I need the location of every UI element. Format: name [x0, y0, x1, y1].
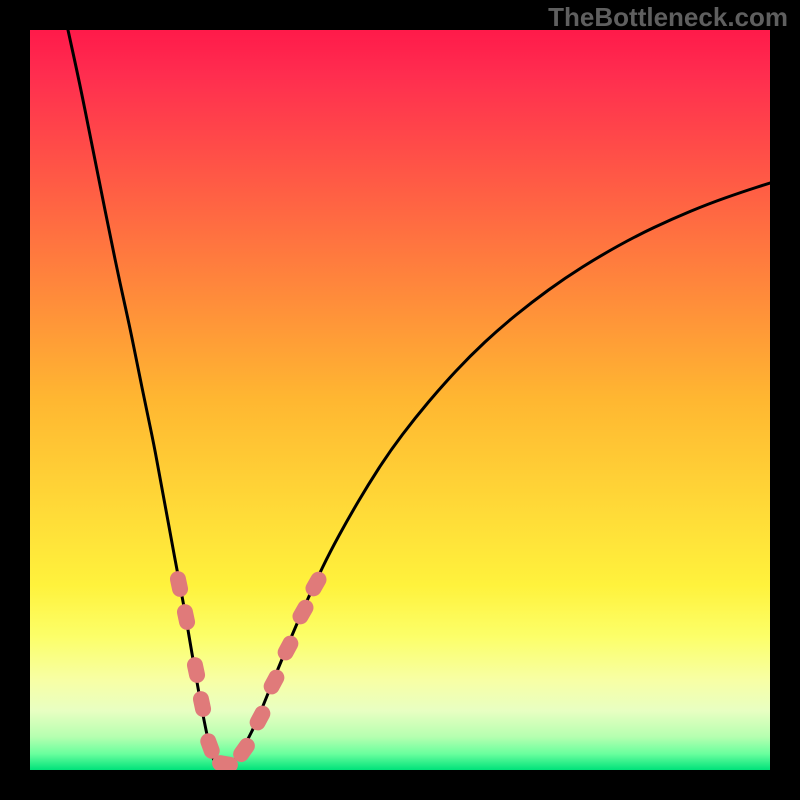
watermark-text: TheBottleneck.com	[548, 2, 788, 33]
plot-svg	[30, 30, 770, 770]
chart-container: TheBottleneck.com	[0, 0, 800, 800]
gradient-background	[30, 30, 770, 770]
plot-area	[30, 30, 770, 770]
